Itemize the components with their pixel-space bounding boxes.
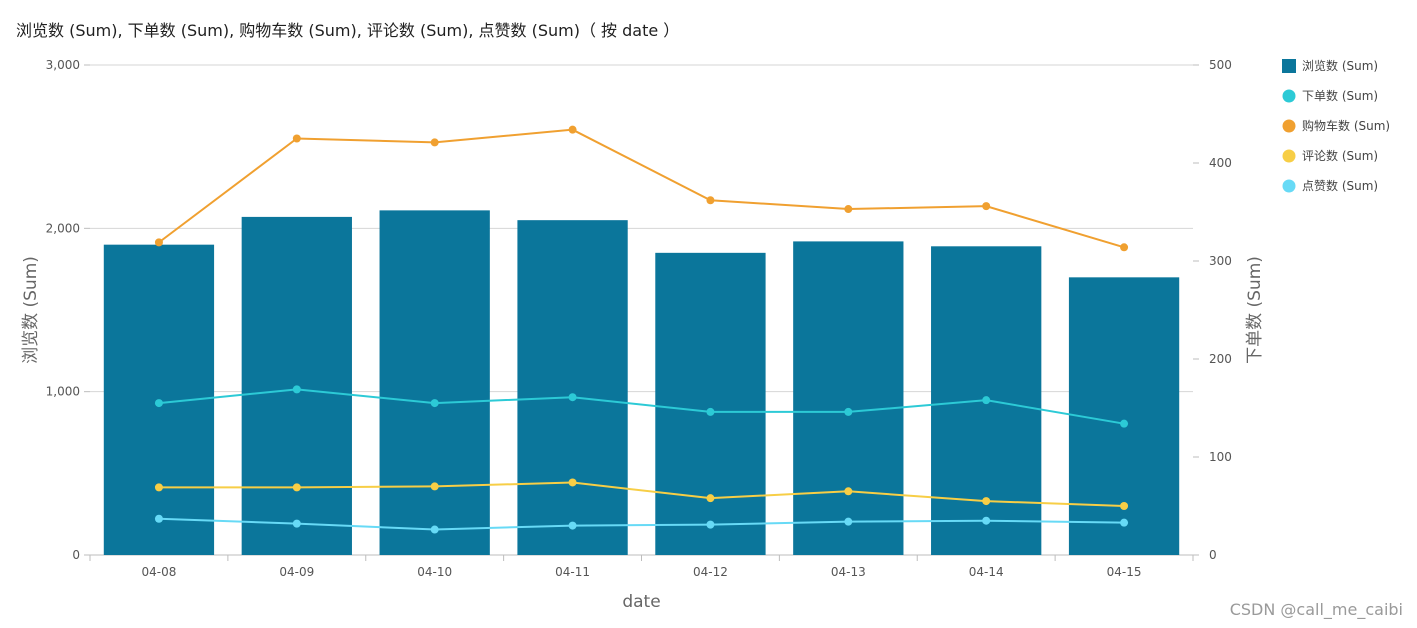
x-tick-label: 04-09 bbox=[279, 565, 314, 579]
data-point bbox=[706, 407, 715, 416]
y-tick-label: 0 bbox=[72, 548, 80, 562]
y2-tick-label: 200 bbox=[1209, 352, 1232, 366]
bar bbox=[517, 220, 628, 555]
data-point bbox=[982, 202, 991, 211]
x-tick-label: 04-12 bbox=[693, 565, 728, 579]
data-point bbox=[568, 125, 577, 134]
x-tick-label: 04-14 bbox=[969, 565, 1004, 579]
legend-label: 浏览数 (Sum) bbox=[1302, 58, 1378, 73]
data-point bbox=[292, 385, 301, 394]
data-point bbox=[844, 487, 853, 496]
data-point bbox=[706, 494, 715, 503]
bar bbox=[379, 210, 490, 555]
x-tick-label: 04-15 bbox=[1107, 565, 1142, 579]
series-line bbox=[158, 388, 1125, 425]
y2-tick-label: 0 bbox=[1209, 548, 1217, 562]
y2-tick-label: 400 bbox=[1209, 156, 1232, 170]
data-point bbox=[982, 516, 991, 525]
legend-swatch bbox=[1282, 149, 1296, 163]
data-point bbox=[844, 407, 853, 416]
legend-label: 点赞数 (Sum) bbox=[1302, 178, 1378, 193]
data-point bbox=[430, 482, 439, 491]
series-line bbox=[158, 517, 1125, 531]
data-point bbox=[154, 238, 163, 247]
data-point bbox=[568, 478, 577, 487]
x-tick-label: 04-10 bbox=[417, 565, 452, 579]
data-point bbox=[844, 517, 853, 526]
y-axis-title: 浏览数 (Sum) bbox=[21, 256, 41, 364]
y-tick-label: 3,000 bbox=[46, 58, 80, 72]
line-series bbox=[154, 125, 1129, 534]
data-point bbox=[430, 525, 439, 534]
bar bbox=[793, 241, 904, 555]
data-point bbox=[706, 520, 715, 529]
data-point bbox=[292, 483, 301, 492]
x-tick-label: 04-13 bbox=[831, 565, 866, 579]
x-axis-title: date bbox=[622, 592, 660, 612]
data-point bbox=[292, 519, 301, 528]
data-point bbox=[1120, 518, 1129, 527]
data-point bbox=[154, 483, 163, 492]
data-point bbox=[1120, 243, 1129, 252]
data-point bbox=[568, 521, 577, 530]
data-point bbox=[568, 393, 577, 402]
series-line bbox=[158, 128, 1125, 249]
bar-series bbox=[103, 210, 1180, 556]
legend: 浏览数 (Sum) 下单数 (Sum) 购物车数 (Sum) 评论数 (Sum) 点赞数… bbox=[1282, 58, 1390, 193]
data-point bbox=[430, 138, 439, 147]
y2-axis-title: 下单数 (Sum) bbox=[1245, 256, 1265, 364]
axes: 0 1,000 2,000 3,000 0 100 200 300 400 500 04-08 04-… bbox=[21, 58, 1265, 612]
legend-label: 下单数 (Sum) bbox=[1302, 88, 1378, 103]
y-tick-label: 1,000 bbox=[46, 385, 80, 399]
x-tick-label: 04-11 bbox=[555, 565, 590, 579]
y-tick-label: 2,000 bbox=[46, 221, 80, 235]
legend-label: 购物车数 (Sum) bbox=[1302, 118, 1390, 133]
legend-swatch bbox=[1282, 89, 1296, 103]
data-point bbox=[292, 134, 301, 143]
legend-swatch bbox=[1282, 59, 1296, 73]
data-point bbox=[430, 399, 439, 408]
x-tick-label: 04-08 bbox=[142, 565, 177, 579]
data-point bbox=[706, 196, 715, 205]
data-point bbox=[844, 205, 853, 214]
data-point bbox=[1120, 502, 1129, 510]
data-point bbox=[982, 396, 991, 405]
y2-tick-label: 100 bbox=[1209, 450, 1232, 464]
y2-tick-label: 500 bbox=[1209, 58, 1232, 72]
y2-tick-label: 300 bbox=[1209, 254, 1232, 268]
data-point bbox=[154, 514, 163, 523]
bar bbox=[655, 252, 766, 556]
watermark: CSDN @call_me_caibi bbox=[1229, 600, 1403, 619]
legend-label: 评论数 (Sum) bbox=[1302, 148, 1378, 163]
series-line bbox=[158, 481, 1125, 507]
chart-title: 浏览数 (Sum), 下单数 (Sum), 购物车数 (Sum), 评论数 (S… bbox=[16, 21, 680, 40]
legend-swatch bbox=[1282, 179, 1296, 193]
data-point bbox=[982, 497, 991, 506]
data-point bbox=[1120, 419, 1129, 428]
data-point bbox=[154, 399, 163, 408]
legend-swatch bbox=[1282, 119, 1296, 133]
